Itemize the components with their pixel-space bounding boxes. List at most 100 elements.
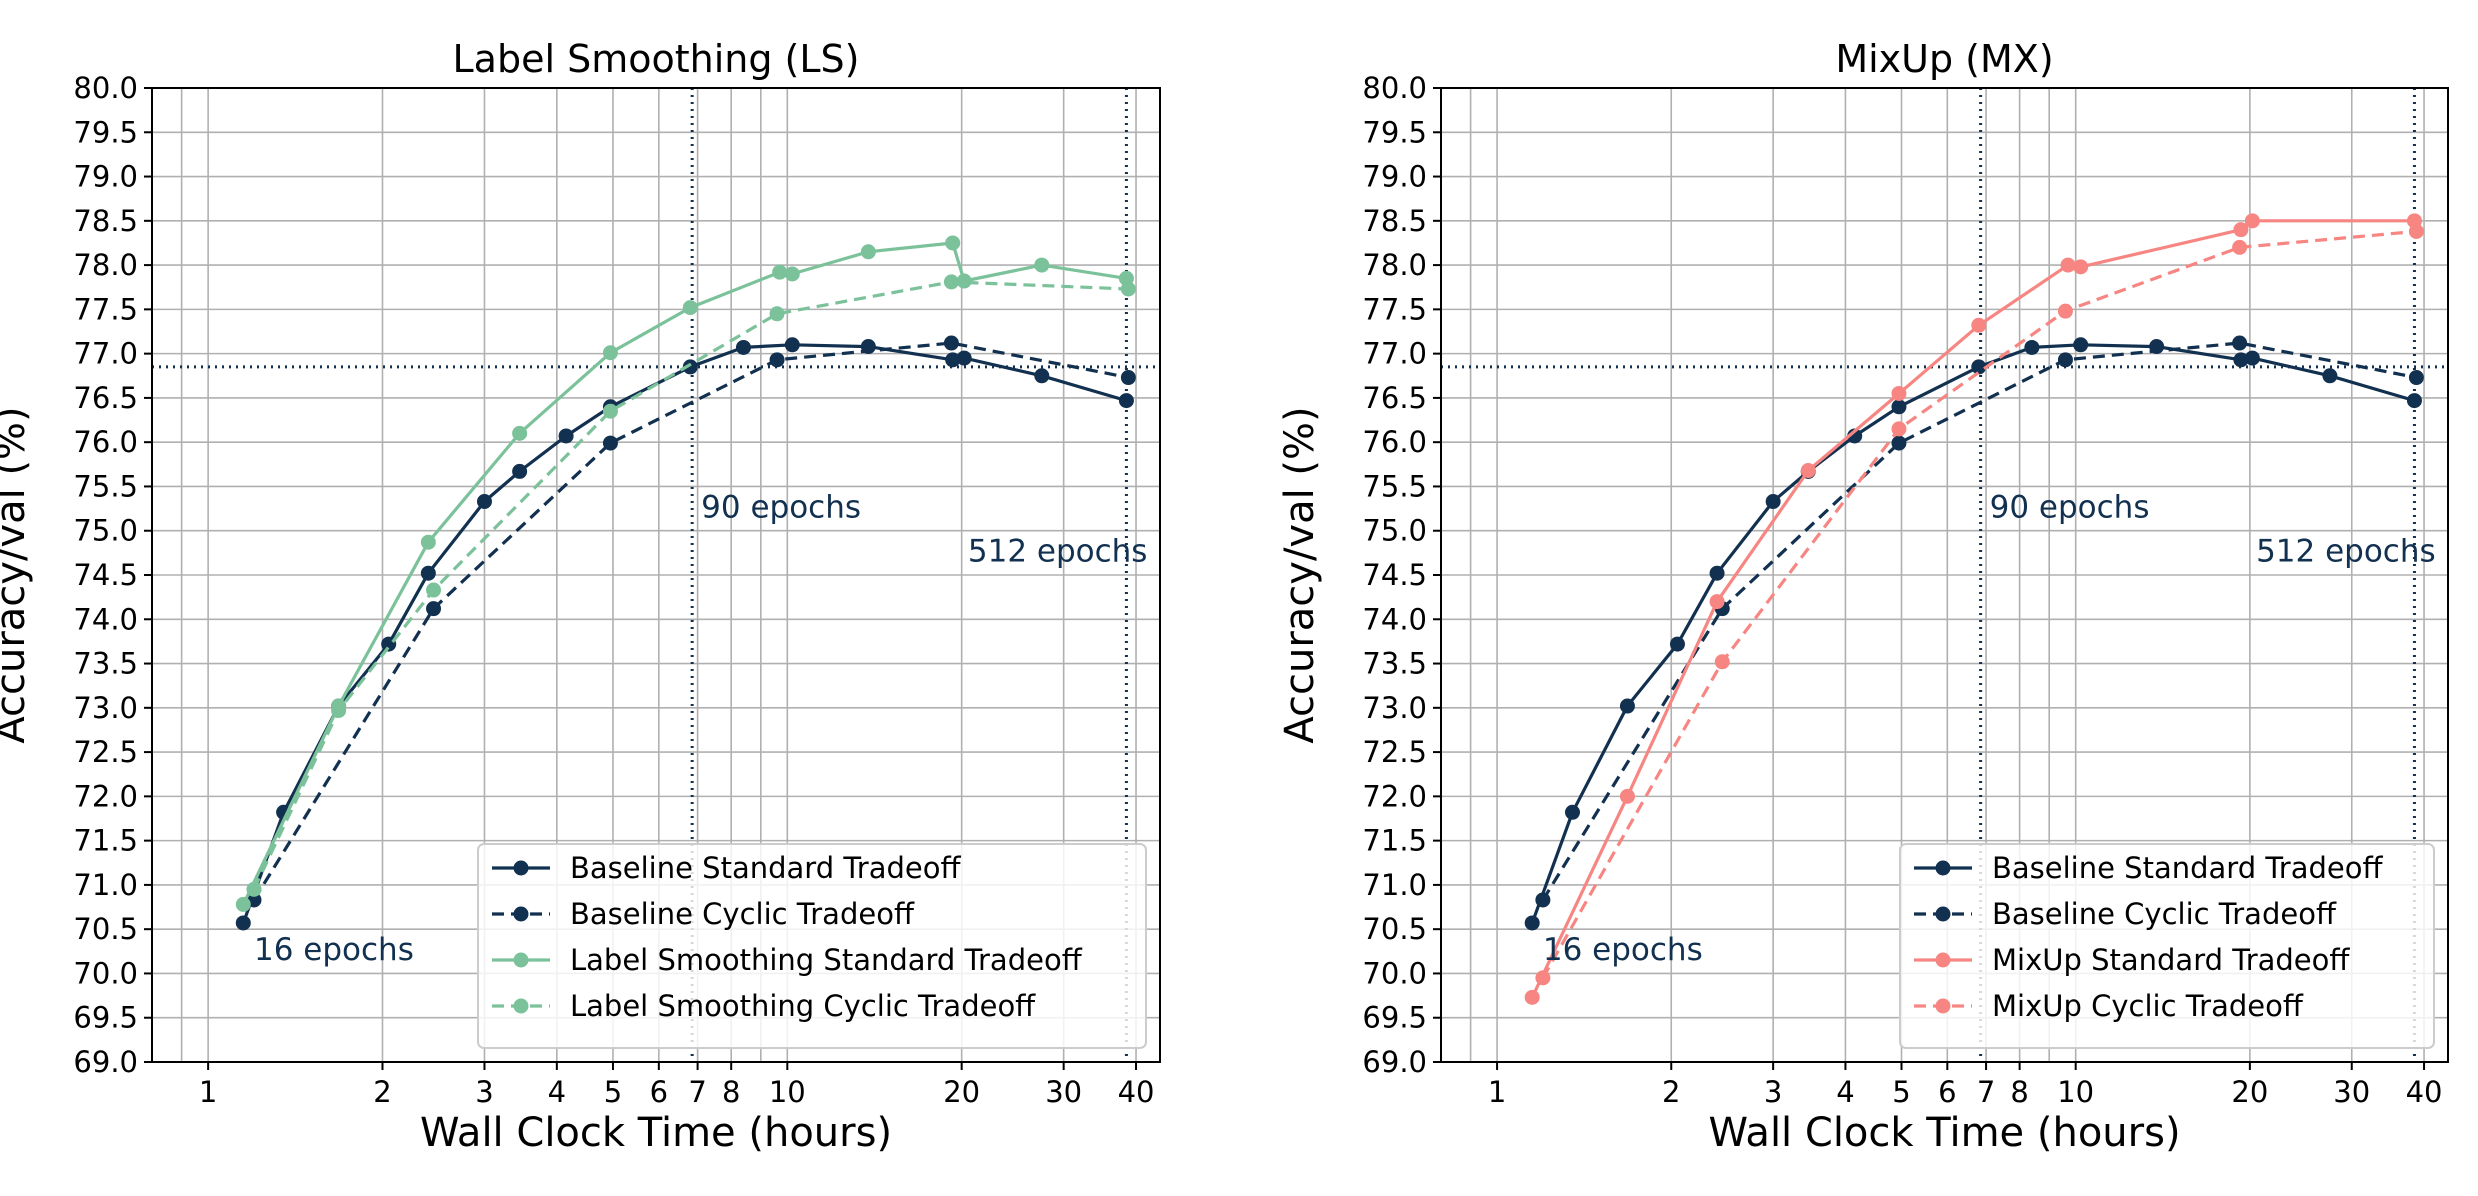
- chart-panel-label-smoothing: 69.0 69.5 70.0 70.5 71.0 71.5 72.0 72.5 73.0 73.5…: [0, 37, 1161, 1156]
- legend-marker-1: [1935, 906, 1951, 922]
- data-point: [1765, 494, 1781, 510]
- y-tick-label: 77.0: [1362, 337, 1427, 371]
- data-point: [512, 425, 528, 441]
- data-point: [1564, 804, 1580, 820]
- data-point: [1709, 594, 1725, 610]
- x-tick-label: 1: [199, 1075, 217, 1109]
- annotation-label: 16 epochs: [1543, 932, 1703, 968]
- x-tick-label: 7: [1977, 1075, 1995, 1109]
- data-point: [235, 915, 251, 931]
- x-tick-label: 6: [1938, 1075, 1956, 1109]
- data-point: [2057, 352, 2073, 368]
- series-line-1: [252, 341, 1129, 901]
- data-point: [943, 274, 959, 290]
- legend-marker-2: [1935, 952, 1951, 968]
- y-tick-label: 70.5: [73, 912, 138, 946]
- y-tick-label: 78.5: [1362, 204, 1427, 238]
- data-point: [1891, 435, 1907, 451]
- legend-marker-0: [1935, 860, 1951, 876]
- x-tick-label: 5: [1892, 1075, 1910, 1109]
- legend-box: [477, 843, 1147, 1049]
- data-point: [602, 403, 618, 419]
- annotation-label: 512 epochs: [2256, 534, 2436, 570]
- data-point: [943, 335, 959, 351]
- data-point: [2073, 337, 2089, 353]
- data-point: [1891, 399, 1907, 415]
- data-point: [956, 273, 972, 289]
- x-tick-label: 8: [2010, 1075, 2028, 1109]
- y-axis-label: Accuracy/val (%): [0, 406, 34, 743]
- data-point: [1891, 421, 1907, 437]
- y-tick-label: 71.5: [73, 824, 138, 858]
- data-point: [682, 300, 698, 316]
- y-tick-label: 78.0: [73, 248, 138, 282]
- x-tick-label: 3: [1764, 1075, 1782, 1109]
- chart-title: Label Smoothing (LS): [453, 37, 860, 81]
- y-tick-label: 71.5: [1362, 824, 1427, 858]
- legend-label-1: Baseline Cyclic Tradeoff: [1992, 897, 2337, 931]
- data-point: [1709, 565, 1725, 581]
- data-point: [426, 601, 442, 617]
- x-tick-label: 7: [688, 1075, 706, 1109]
- data-point: [1619, 698, 1635, 714]
- x-tick-label: 20: [2231, 1075, 2268, 1109]
- data-point: [512, 463, 528, 479]
- data-point: [1535, 892, 1551, 908]
- y-tick-label: 79.5: [1362, 115, 1427, 149]
- data-point: [602, 345, 618, 361]
- y-tick-label: 77.5: [1362, 292, 1427, 326]
- y-tick-label: 79.5: [73, 115, 138, 149]
- data-point: [1891, 385, 1907, 401]
- y-tick-label: 74.0: [73, 602, 138, 636]
- data-point: [2244, 350, 2260, 366]
- data-point: [426, 582, 442, 598]
- data-point: [476, 494, 492, 510]
- y-tick-label: 69.5: [1362, 1001, 1427, 1035]
- data-point: [1034, 368, 1050, 384]
- x-tick-label: 10: [769, 1075, 806, 1109]
- data-point: [1120, 281, 1136, 297]
- y-tick-label: 72.5: [73, 735, 138, 769]
- data-point: [2406, 393, 2422, 409]
- x-tick-label: 10: [2057, 1075, 2094, 1109]
- data-point: [2322, 368, 2338, 384]
- data-point: [1034, 257, 1050, 273]
- y-tick-label: 71.0: [1362, 868, 1427, 902]
- y-tick-label: 70.0: [1362, 956, 1427, 990]
- y-tick-label: 76.5: [73, 381, 138, 415]
- annotation-label: 90 epochs: [701, 489, 861, 525]
- series-line-0: [1530, 343, 2415, 924]
- x-tick-label: 40: [1118, 1075, 1155, 1109]
- y-tick-label: 69.0: [73, 1045, 138, 1079]
- data-point: [2073, 259, 2089, 275]
- data-point: [2408, 370, 2424, 386]
- y-tick-label: 76.0: [1362, 425, 1427, 459]
- data-point: [682, 359, 698, 375]
- data-point: [246, 881, 262, 897]
- legend-label-2: Label Smoothing Standard Tradeoff: [570, 943, 1083, 977]
- y-tick-label: 71.0: [73, 868, 138, 902]
- x-tick-label: 2: [373, 1075, 391, 1109]
- data-point: [2233, 222, 2249, 238]
- legend-box: [1899, 843, 2435, 1049]
- y-tick-label: 78.0: [1362, 248, 1427, 282]
- y-tick-label: 70.0: [73, 956, 138, 990]
- data-point: [1619, 788, 1635, 804]
- legend-marker-0: [513, 860, 529, 876]
- data-point: [1800, 463, 1816, 479]
- data-point: [1714, 654, 1730, 670]
- y-tick-label: 80.0: [73, 71, 138, 105]
- data-point: [1535, 970, 1551, 986]
- x-tick-label: 4: [548, 1075, 566, 1109]
- y-tick-label: 74.5: [73, 558, 138, 592]
- data-point: [769, 352, 785, 368]
- data-point: [331, 702, 347, 718]
- data-point: [2408, 223, 2424, 239]
- x-axis-label: Wall Clock Time (hours): [420, 1110, 892, 1156]
- series-line-2: [241, 241, 1127, 906]
- y-axis-label: Accuracy/val (%): [1277, 406, 1323, 743]
- y-tick-label: 80.0: [1362, 71, 1427, 105]
- data-point: [420, 565, 436, 581]
- y-tick-label: 75.0: [73, 514, 138, 548]
- y-tick-label: 74.5: [1362, 558, 1427, 592]
